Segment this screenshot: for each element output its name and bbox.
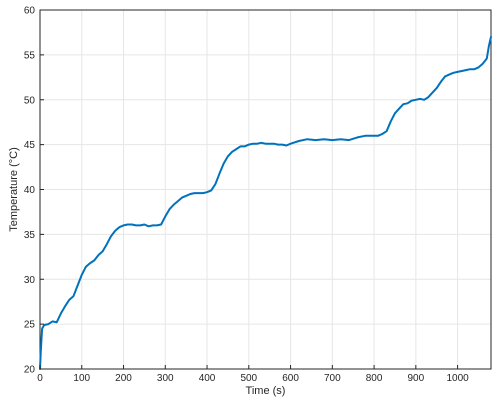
x-tick-label: 400: [199, 373, 216, 384]
x-axis-label: Time (s): [246, 385, 286, 397]
y-tick-label: 30: [24, 275, 36, 286]
x-tick-label: 100: [73, 373, 90, 384]
y-tick-label: 40: [24, 185, 36, 196]
x-tick-label: 800: [366, 373, 383, 384]
y-tick-label: 60: [24, 6, 36, 17]
x-tick-label: 700: [324, 373, 341, 384]
temperature-series-line: [39, 35, 492, 370]
x-tick-label: 1000: [446, 373, 469, 384]
y-tick-label: 45: [24, 140, 36, 151]
x-tick-label: 0: [37, 373, 43, 384]
x-tick-label: 900: [407, 373, 424, 384]
x-tick-label: 200: [115, 373, 132, 384]
y-tick-label: 55: [24, 50, 36, 61]
x-tick-label: 300: [157, 373, 174, 384]
tick-marks-and-labels: 0 100 200 300 400 500 600 700 800 900 1000 20 25 30 35…: [24, 6, 469, 385]
y-axis-label: Temperature (°C): [8, 147, 20, 231]
y-tick-label: 50: [24, 95, 36, 106]
y-tick-label: 20: [24, 365, 36, 376]
x-tick-label: 500: [240, 373, 257, 384]
y-tick-label: 35: [24, 230, 36, 241]
y-tick-label: 25: [24, 320, 36, 331]
x-tick-label: 600: [282, 373, 299, 384]
grid-lines: [39, 9, 491, 370]
series-layer: [39, 35, 492, 370]
